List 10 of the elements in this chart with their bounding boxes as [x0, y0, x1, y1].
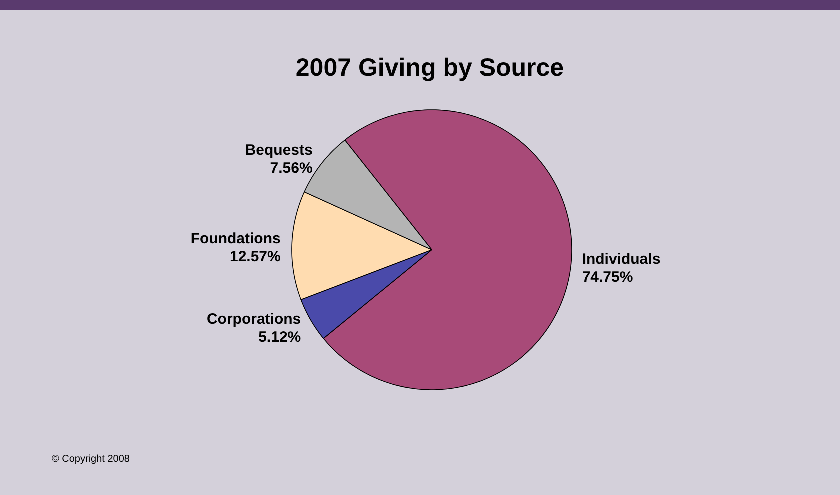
text: © Copyright 2008	[52, 454, 130, 465]
data-label: 12.57%	[230, 248, 281, 266]
slice-label: Individuals	[582, 251, 661, 268]
slice-label: Foundations	[190, 230, 281, 248]
data-label: 5.12%	[258, 328, 302, 346]
slice-label: Bequests	[245, 142, 313, 159]
data-label: 74.75%	[582, 269, 634, 286]
chart-title: 2007 Giving by Source	[296, 54, 564, 82]
data-label: 7.56%	[270, 160, 313, 177]
slice-label: Corporations	[206, 310, 302, 328]
